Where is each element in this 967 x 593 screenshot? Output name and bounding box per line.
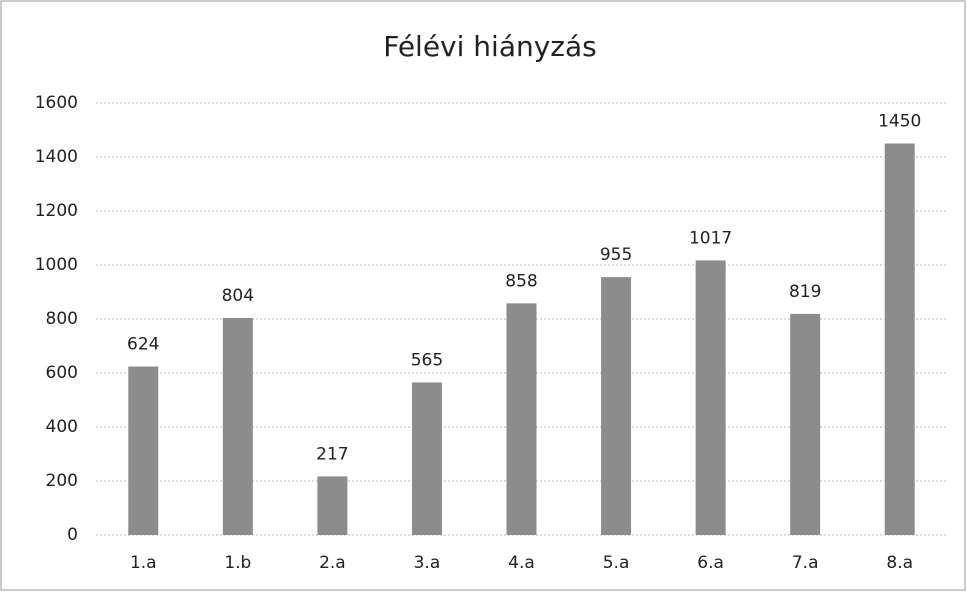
x-tick-label: 1.a [130, 553, 157, 573]
x-tick-label: 7.a [792, 553, 819, 573]
data-label: 955 [600, 245, 632, 265]
bar [601, 277, 632, 535]
data-label: 565 [411, 350, 443, 370]
y-tick-label: 800 [46, 309, 78, 329]
x-tick-label: 3.a [414, 553, 441, 573]
data-label: 1450 [878, 112, 921, 132]
data-label: 1017 [689, 228, 732, 248]
y-tick-label: 400 [46, 417, 78, 437]
y-tick-label: 600 [46, 363, 78, 383]
data-label: 819 [789, 282, 821, 302]
chart-title: Félévi hiányzás [383, 30, 597, 63]
y-tick-label: 1400 [35, 147, 78, 167]
y-tick-label: 1200 [35, 201, 78, 221]
data-label: 804 [222, 286, 254, 306]
y-tick-label: 200 [46, 471, 78, 491]
data-label: 217 [316, 444, 348, 464]
x-tick-label: 8.a [886, 553, 913, 573]
y-tick-label: 1000 [35, 255, 78, 275]
x-tick-label: 5.a [603, 553, 630, 573]
data-label: 858 [505, 271, 537, 291]
bar [884, 143, 915, 535]
x-tick-label: 4.a [508, 553, 535, 573]
bar [222, 317, 253, 535]
x-tick-label: 1.b [224, 553, 251, 573]
bar [411, 382, 442, 535]
data-label: 624 [127, 335, 159, 355]
bar [695, 260, 726, 535]
x-tick-label: 2.a [319, 553, 346, 573]
bar [128, 366, 159, 535]
x-tick-label: 6.a [697, 553, 724, 573]
bar [790, 313, 821, 535]
bar [317, 476, 348, 535]
y-tick-label: 1600 [35, 93, 78, 113]
bar [506, 303, 537, 535]
y-tick-label: 0 [67, 525, 78, 545]
